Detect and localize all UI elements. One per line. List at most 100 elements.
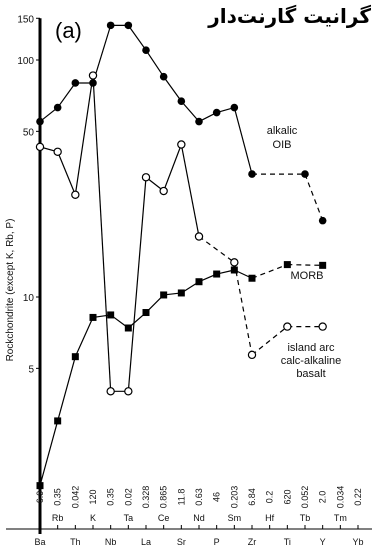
data-point-filled-circle bbox=[106, 21, 115, 30]
data-point-square bbox=[124, 324, 132, 332]
data-point-square bbox=[213, 270, 221, 278]
series-alkalic-oib bbox=[36, 21, 327, 225]
normalizing-value: 46 bbox=[212, 492, 222, 502]
series-segment bbox=[180, 144, 200, 237]
series-segment bbox=[180, 100, 200, 122]
series-segment bbox=[233, 262, 253, 355]
series-segment bbox=[251, 264, 288, 279]
normalizing-value: 6.9 bbox=[35, 491, 45, 504]
series-segment bbox=[145, 49, 165, 78]
series-island-arc-calc-alkaline-basalt bbox=[35, 71, 327, 396]
normalizing-value: 0.02 bbox=[123, 488, 133, 506]
series-segment bbox=[251, 326, 288, 356]
data-point-filled-circle bbox=[159, 72, 168, 81]
data-point-square bbox=[36, 482, 44, 490]
normalizing-value: 0.042 bbox=[70, 486, 80, 509]
data-point-filled-circle bbox=[53, 103, 62, 112]
normalizing-value: 0.052 bbox=[300, 486, 310, 509]
series-annotation: alkalic bbox=[267, 125, 298, 137]
data-point-open-circle bbox=[194, 232, 204, 241]
data-point-open-circle bbox=[247, 350, 257, 360]
normalizing-value: 0.865 bbox=[159, 486, 169, 509]
x-tick-label: Zr bbox=[248, 537, 257, 547]
series-segment bbox=[74, 75, 94, 195]
normalizing-value: 6.84 bbox=[247, 488, 257, 506]
x-tick-label: Y bbox=[320, 537, 326, 547]
series-segment bbox=[233, 107, 253, 175]
series-annotation: OIB bbox=[273, 139, 292, 151]
data-point-filled-circle bbox=[177, 97, 186, 106]
data-point-square bbox=[89, 313, 97, 321]
normalizing-value: 0.203 bbox=[229, 486, 239, 509]
data-point-square bbox=[319, 261, 327, 269]
x-tick-label: Nb bbox=[105, 537, 117, 547]
series-segment bbox=[57, 82, 76, 108]
series-annotation: island arc bbox=[287, 342, 335, 354]
x-tick-label: Tm bbox=[334, 513, 347, 523]
data-point-open-circle bbox=[230, 258, 239, 267]
data-point-square bbox=[107, 311, 115, 319]
series-annotation: MORB bbox=[291, 270, 324, 282]
series-annotation: calc-alkaline bbox=[281, 355, 342, 367]
data-point-square bbox=[142, 309, 150, 317]
data-point-square bbox=[160, 291, 168, 299]
data-point-open-circle bbox=[53, 147, 62, 156]
data-point-open-circle bbox=[159, 186, 168, 196]
data-point-filled-circle bbox=[318, 216, 327, 225]
data-point-filled-circle bbox=[230, 103, 239, 112]
x-tick-label: Sr bbox=[177, 537, 186, 547]
data-point-open-circle bbox=[106, 387, 115, 396]
data-point-square bbox=[248, 274, 256, 282]
x-tick-label: Ba bbox=[34, 537, 45, 547]
data-point-filled-circle bbox=[212, 108, 221, 117]
series-segment bbox=[304, 173, 324, 221]
y-tick-label: 100 bbox=[17, 56, 34, 67]
y-axis-label: Rockchondrite (except K, Rb, P) bbox=[5, 219, 16, 362]
data-point-square bbox=[71, 353, 79, 361]
normalizing-value: 2.0 bbox=[318, 491, 328, 504]
data-point-filled-circle bbox=[248, 170, 256, 178]
series-segment bbox=[287, 263, 323, 266]
series-segment bbox=[127, 25, 147, 51]
series-segment bbox=[39, 420, 59, 486]
data-point-open-circle bbox=[141, 173, 151, 182]
series-segment bbox=[163, 76, 182, 102]
series-segment bbox=[57, 151, 76, 195]
persian-title: گرانیت گارنت‌دار bbox=[208, 4, 371, 28]
y-tick-label: 50 bbox=[23, 127, 35, 138]
x-tick-label: Ce bbox=[158, 513, 170, 523]
series-segment bbox=[57, 356, 76, 422]
series-segment bbox=[92, 75, 112, 392]
series-morb bbox=[36, 261, 327, 490]
data-point-open-circle bbox=[88, 71, 98, 80]
x-tick-label: Ta bbox=[124, 513, 134, 523]
x-tick-label: Rb bbox=[52, 513, 64, 523]
panel-label: (a) bbox=[55, 18, 82, 43]
series-segment bbox=[198, 236, 235, 263]
series-annotation: basalt bbox=[296, 368, 325, 380]
normalizing-value: 0.2 bbox=[265, 491, 275, 504]
series-segment bbox=[74, 317, 94, 357]
normalizing-value: 620 bbox=[282, 489, 292, 504]
x-tick-label: Ti bbox=[284, 537, 291, 547]
x-tick-label: Yb bbox=[352, 537, 363, 547]
x-tick-label: Sm bbox=[228, 513, 242, 523]
data-point-open-circle bbox=[35, 142, 45, 152]
x-tick-label: Tb bbox=[300, 513, 311, 523]
data-point-filled-circle bbox=[195, 117, 203, 126]
normalizing-value: 0.63 bbox=[194, 488, 204, 506]
data-point-filled-circle bbox=[142, 46, 150, 54]
y-tick-label: 150 bbox=[17, 14, 34, 25]
x-tick-label: Nd bbox=[193, 513, 205, 523]
series-layer bbox=[35, 21, 327, 490]
normalizing-value: 120 bbox=[88, 489, 98, 504]
data-point-square bbox=[195, 278, 203, 286]
x-tick-label: K bbox=[90, 513, 96, 523]
normalizing-value: 0.22 bbox=[353, 488, 363, 506]
normalizing-value: 11.8 bbox=[176, 489, 186, 506]
x-tick-label: Hf bbox=[265, 513, 274, 523]
data-point-filled-circle bbox=[71, 79, 80, 87]
data-point-filled-circle bbox=[124, 21, 133, 30]
normalizing-value: 0.328 bbox=[141, 486, 151, 509]
